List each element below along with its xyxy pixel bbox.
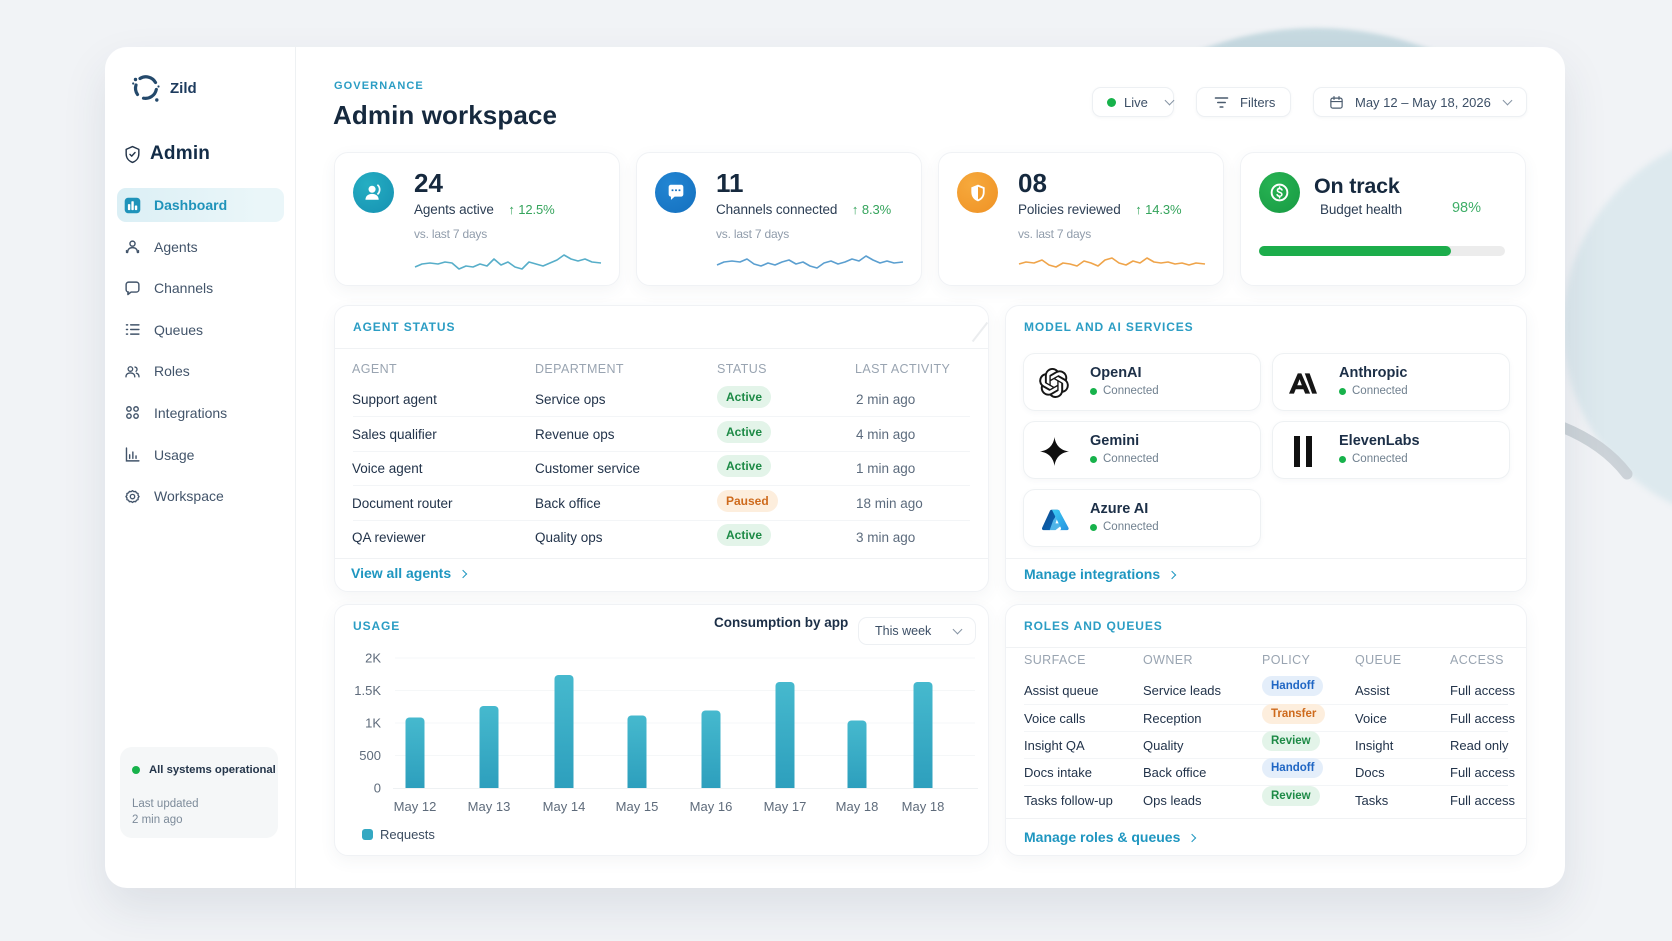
svg-text:May 18: May 18 — [836, 799, 879, 814]
svg-text:May 14: May 14 — [543, 799, 586, 814]
svg-text:1K: 1K — [365, 716, 381, 731]
svg-text:2K: 2K — [365, 651, 381, 666]
svg-text:May 16: May 16 — [690, 799, 733, 814]
svg-text:1.5K: 1.5K — [354, 683, 381, 698]
svg-text:May 12: May 12 — [394, 799, 437, 814]
svg-text:May 18: May 18 — [902, 799, 945, 814]
svg-text:May 13: May 13 — [468, 799, 511, 814]
svg-text:0: 0 — [374, 781, 381, 796]
svg-text:500: 500 — [359, 748, 381, 763]
svg-text:May 15: May 15 — [616, 799, 659, 814]
svg-text:May 17: May 17 — [764, 799, 807, 814]
svg-text:Requests: Requests — [380, 827, 435, 842]
